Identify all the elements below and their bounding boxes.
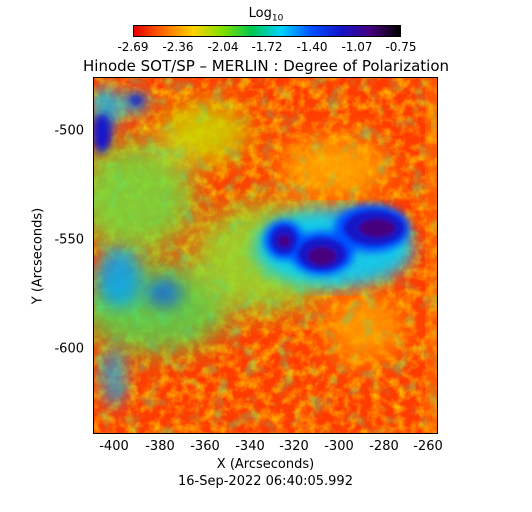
colorbar-tick-label: -2.36: [162, 40, 194, 54]
colorbar: [133, 25, 401, 37]
colorbar-tick-label: -0.75: [385, 40, 417, 54]
colorbar-tick-label: -1.72: [251, 40, 283, 54]
y-axis-label: Y (Arcseconds): [30, 207, 46, 305]
colorbar-title: Log10: [248, 6, 284, 24]
x-tick-label: -380: [145, 439, 175, 454]
colorbar-tick-labels: -2.69 -2.36 -2.04 -1.72 -1.40 -1.07 -0.7…: [0, 38, 532, 54]
x-axis-label: X (Arcseconds): [216, 457, 315, 472]
x-tick-label: -400: [99, 439, 129, 454]
colorbar-title-subscript: 10: [271, 13, 284, 24]
observation-timestamp: 16-Sep-2022 06:40:05.992: [178, 474, 353, 489]
colorbar-tick-label: -1.07: [341, 40, 373, 54]
x-tick-label: -360: [190, 439, 220, 454]
x-tick-label: -300: [324, 439, 354, 454]
y-tick-label: -600: [54, 341, 84, 357]
colorbar-tick-label: -1.40: [296, 40, 328, 54]
x-tick-label: -280: [369, 439, 399, 454]
polarization-map-image: [94, 78, 437, 433]
x-tick-label: -320: [279, 439, 309, 454]
plot-title: Hinode SOT/SP – MERLIN : Degree of Polar…: [83, 57, 449, 75]
polarization-map: [93, 77, 438, 434]
colorbar-tick-label: -2.69: [117, 40, 149, 54]
y-tick-label: -500: [54, 123, 84, 139]
x-tick-label: -340: [235, 439, 265, 454]
y-tick-label: -550: [54, 232, 84, 248]
colorbar-tick-label: -2.04: [207, 40, 239, 54]
x-tick-label: -260: [413, 439, 443, 454]
